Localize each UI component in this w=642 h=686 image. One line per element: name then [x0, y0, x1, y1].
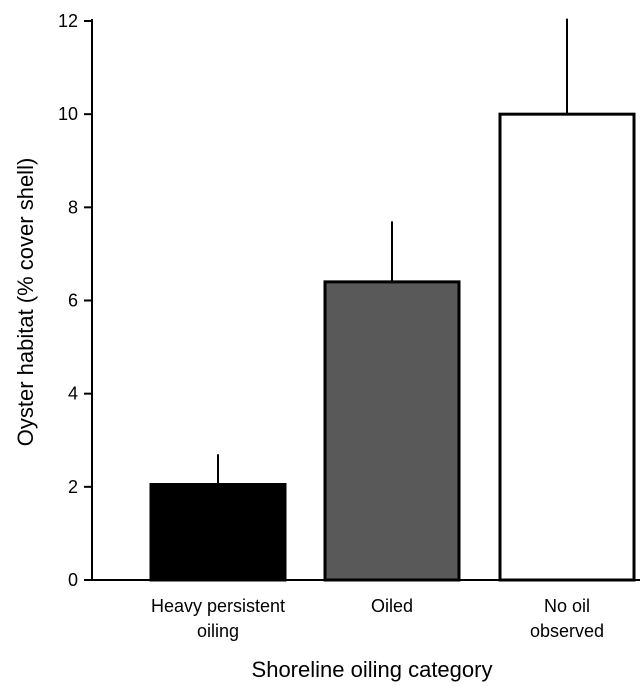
x-category-label-0-0: Heavy persistent: [151, 596, 285, 616]
x-category-label-2-0: No oil: [544, 596, 590, 616]
y-tick-label-0: 0: [68, 570, 78, 590]
bar-1: [323, 280, 461, 582]
x-category-label-0-1: oiling: [197, 621, 239, 641]
y-tick-label-6: 6: [68, 291, 78, 311]
x-axis-title: Shoreline oiling category: [252, 657, 493, 682]
y-axis-title: Oyster habitat (% cover shell): [13, 158, 38, 447]
y-tick-label-10: 10: [58, 104, 78, 124]
y-tick-label-8: 8: [68, 197, 78, 217]
x-category-label-1-0: Oiled: [371, 596, 413, 616]
plot-area: 0 2 4 6 8 10 12 Heavy persistent oiling Oiled No o…: [58, 11, 640, 641]
y-tick-label-4: 4: [68, 384, 78, 404]
x-category-label-2-1: observed: [530, 621, 604, 641]
y-tick-label-12: 12: [58, 11, 78, 31]
bar-2: [498, 112, 636, 582]
y-tick-label-2: 2: [68, 477, 78, 497]
bar-0: [149, 483, 287, 582]
